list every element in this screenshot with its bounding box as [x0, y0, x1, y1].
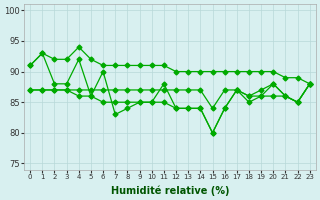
X-axis label: Humidité relative (%): Humidité relative (%) — [111, 185, 229, 196]
